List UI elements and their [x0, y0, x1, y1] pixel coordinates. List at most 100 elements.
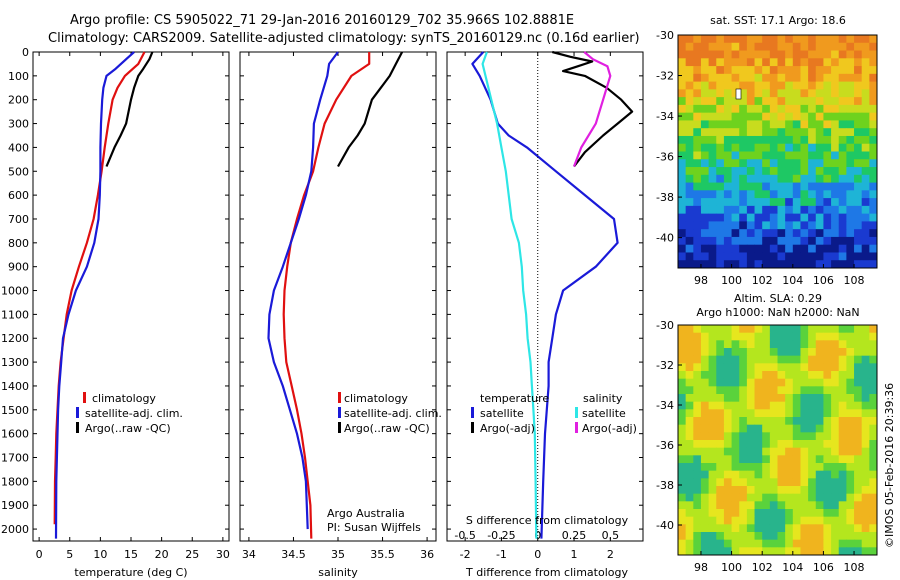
map-cell [777, 174, 786, 184]
map-cell [731, 81, 740, 90]
map-cell [808, 205, 817, 215]
map-cell [723, 470, 733, 479]
map-cell [815, 401, 824, 410]
map-cell [777, 424, 786, 433]
map-cell [723, 440, 733, 449]
map-cell [838, 120, 847, 129]
map-cell [708, 89, 717, 98]
map-cell [869, 401, 878, 410]
float-position-marker [735, 88, 742, 100]
map-cell [723, 332, 733, 341]
map-cell [777, 378, 786, 387]
map-cell [831, 35, 840, 44]
map-cell [831, 371, 840, 380]
map-cell [869, 151, 878, 160]
map-cell [823, 524, 832, 533]
map-cell [838, 58, 847, 67]
map-cell [785, 332, 794, 341]
map-cell [815, 135, 824, 145]
map-cell [754, 509, 763, 518]
map-cell [723, 167, 733, 176]
map-cell [769, 182, 778, 191]
map-cell [808, 455, 817, 464]
map-cell [777, 143, 786, 152]
map-cell [792, 478, 801, 487]
map-cell [769, 221, 778, 230]
map-cell [731, 378, 740, 387]
lat-tick-label: -36 [656, 151, 674, 164]
map-cell [769, 97, 778, 106]
map-cell [685, 143, 694, 152]
map-cell [746, 229, 756, 238]
map-cell [846, 58, 855, 67]
map-cell [716, 516, 725, 525]
map-cell [746, 325, 756, 334]
lat-tick-label: -30 [656, 29, 674, 42]
map-cell [869, 182, 878, 191]
map-cell [700, 73, 710, 83]
map-cell [762, 174, 771, 184]
map-cell [685, 501, 694, 510]
map-cell [678, 143, 687, 152]
map-cell [785, 440, 794, 449]
map-cell [823, 229, 832, 238]
map-cell [777, 112, 786, 121]
temperature-legend: climatology satellite-adj. clim. Argo(..… [76, 392, 183, 435]
map-cell [723, 378, 733, 387]
map-cell [831, 348, 840, 357]
sla-map-axes: 98 100 102 104 106 108-30-32-34-36-38-40 [656, 319, 865, 574]
map-cell [685, 81, 694, 90]
map-cell [769, 524, 778, 533]
legend-label: satellite-adj. clim. [344, 407, 442, 420]
map-cell [869, 470, 878, 479]
map-cell [693, 478, 702, 487]
map-cell [678, 120, 687, 129]
map-cell [678, 394, 687, 403]
map-cell [823, 424, 832, 433]
map-cell [678, 501, 687, 510]
map-cell [754, 252, 763, 261]
map-cell [808, 120, 817, 129]
map-cell [815, 252, 824, 261]
map-cell [678, 463, 687, 472]
map-cell [785, 97, 794, 106]
map-cell [785, 424, 794, 433]
map-cell [716, 440, 725, 449]
map-cell [838, 97, 847, 106]
map-cell [815, 42, 824, 52]
map-cell [762, 159, 771, 168]
map-cell [723, 401, 733, 410]
depth-tick-label: 400 [8, 141, 29, 154]
map-cell [731, 244, 740, 253]
sla-map-frame [677, 324, 878, 556]
map-cell [739, 104, 748, 114]
map-cell [700, 470, 710, 479]
map-cell [846, 432, 855, 441]
map-cell [854, 455, 863, 464]
map-cell [685, 167, 694, 176]
map-cell [754, 260, 763, 269]
map-cell [693, 409, 702, 418]
map-cell [861, 501, 870, 510]
map-cell [746, 401, 756, 410]
map-cell [838, 363, 847, 372]
map-cell [754, 42, 763, 52]
map-cell [708, 205, 717, 215]
map-cell [716, 332, 725, 341]
map-cell [762, 447, 771, 456]
map-cell [685, 378, 694, 387]
map-cell [723, 478, 733, 487]
map-cell [739, 236, 748, 246]
map-cell [823, 516, 832, 525]
map-cell [831, 42, 840, 52]
legend-label: climatology [344, 392, 408, 405]
map-cell [731, 73, 740, 83]
map-cell [854, 417, 863, 426]
map-cell [746, 120, 756, 129]
map-cell [723, 252, 733, 261]
map-cell [762, 516, 771, 525]
map-cell [723, 73, 733, 83]
map-cell [823, 417, 832, 426]
map-cell [708, 190, 717, 199]
map-cell [800, 81, 809, 90]
